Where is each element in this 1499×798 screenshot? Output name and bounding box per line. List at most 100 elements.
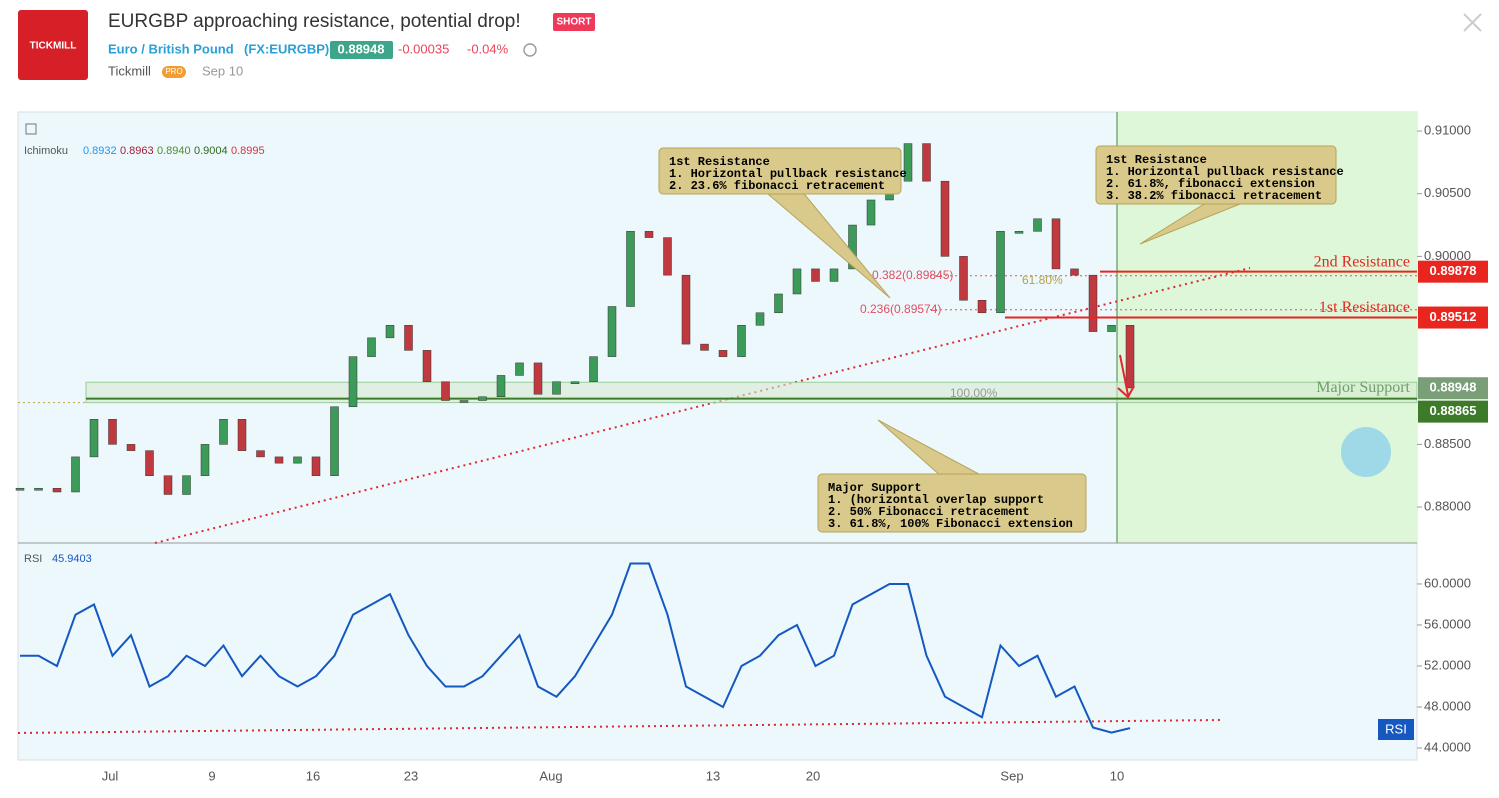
y-tick-label: 0.88500 (1424, 436, 1471, 451)
candle (52, 487, 62, 493)
x-tick-label: 20 (806, 768, 820, 783)
candle (145, 450, 154, 476)
fib-ext-label: 61.80% (1022, 273, 1063, 287)
y-tick-label: 0.90500 (1424, 185, 1471, 200)
candle (922, 143, 931, 182)
candle (515, 362, 524, 376)
x-tick-label: 9 (208, 768, 215, 783)
rsi-tick-label: 52.0000 (1424, 657, 1471, 672)
callout-title: 1st Resistance (1106, 153, 1207, 167)
collapse-button[interactable] (25, 123, 37, 135)
callout-line: 3. 61.8%, 100% Fibonacci extension (828, 517, 1073, 531)
candle (1107, 325, 1116, 332)
candle (34, 487, 43, 491)
candle (1088, 274, 1098, 332)
x-tick-label: 23 (404, 768, 418, 783)
rsi-trend-line (17, 719, 1221, 734)
fib-label: 0.236(0.89574) (860, 302, 941, 316)
rsi-tick-label: 56.0000 (1424, 616, 1471, 631)
price-badge (330, 41, 393, 59)
level-name: Major Support (1316, 379, 1410, 396)
candle (182, 475, 191, 495)
callout-line: 2. 50% Fibonacci retracement (828, 505, 1030, 519)
idea-title: EURGBP approaching resistance, potential… (108, 11, 521, 32)
candle (533, 362, 543, 395)
candle (459, 400, 469, 403)
indicator-value: 0.8940 (157, 145, 191, 157)
x-tick-label: 16 (306, 768, 320, 783)
candle (496, 375, 506, 397)
candle (478, 396, 487, 401)
logo (18, 10, 88, 80)
rsi-tick-label: 44.0000 (1424, 739, 1471, 754)
candle (15, 487, 25, 491)
callout-line: 1. Horizontal pullback resistance (669, 167, 907, 181)
candle (126, 444, 136, 451)
candle (200, 444, 210, 476)
candle (441, 381, 450, 401)
indicator-value: 0.8995 (231, 145, 265, 157)
candle (1125, 325, 1135, 389)
candle (866, 199, 876, 226)
author[interactable]: Tickmill (108, 63, 151, 78)
rsi-tag-text: RSI (1385, 721, 1407, 736)
indicator-value: 0.8963 (120, 145, 154, 157)
level-value: 0.89512 (1430, 309, 1477, 324)
x-tick-label: Sep (1000, 768, 1023, 783)
candle (570, 381, 580, 384)
candle (348, 356, 358, 408)
rsi-tag (1378, 719, 1414, 740)
candle (940, 180, 950, 257)
candle (256, 450, 265, 458)
candle (589, 356, 598, 382)
candle (274, 456, 284, 464)
candle (404, 325, 413, 351)
candle (1014, 231, 1024, 234)
close-button[interactable] (1463, 13, 1482, 32)
rsi-name: RSI (24, 553, 42, 565)
level-value: 0.89878 (1430, 263, 1477, 278)
candle (811, 268, 820, 282)
symbol-name[interactable]: Euro / British Pound (108, 41, 234, 56)
candle (774, 293, 783, 314)
support-value: 0.88865 (1430, 403, 1477, 418)
candle (1033, 218, 1042, 232)
candle (626, 231, 635, 307)
y-tick-label: 0.91000 (1424, 122, 1471, 137)
candle (755, 312, 765, 326)
candle (71, 456, 80, 493)
support-zone (85, 381, 1418, 404)
candle (163, 475, 173, 495)
x-tick-label: 13 (706, 768, 720, 783)
candle (108, 419, 117, 445)
callout-tail (1139, 203, 1241, 245)
alert-icon[interactable] (523, 43, 537, 57)
callout-line: 2. 23.6% fibonacci retracement (669, 179, 885, 193)
level-tag (1418, 260, 1488, 283)
callout-line: 1. Horizontal pullback resistance (1106, 165, 1344, 179)
rsi-line (20, 562, 1131, 734)
y-tick-label: 0.88000 (1424, 498, 1471, 513)
change-pct: -0.04% (467, 41, 509, 56)
candle (737, 325, 746, 357)
candle (700, 343, 709, 351)
logo-text: TICKMILL (30, 41, 77, 52)
level-name: 2nd Resistance (1314, 253, 1410, 270)
candle (681, 274, 691, 345)
symbol-code[interactable]: (FX:EURGBP) (244, 41, 329, 56)
callout-tail (767, 193, 891, 299)
candle (385, 325, 395, 339)
callout (1095, 145, 1337, 205)
x-tick-label: Aug (539, 768, 562, 783)
candle (1051, 218, 1061, 270)
price: 0.88948 (338, 41, 385, 56)
callout-line: 3. 38.2% fibonacci retracement (1106, 189, 1322, 203)
support-tag (1418, 400, 1488, 423)
y-tick-label: 0.90000 (1424, 248, 1471, 263)
candle (422, 350, 432, 382)
candle (644, 231, 654, 238)
bubble (1341, 427, 1391, 477)
level-value: 0.88948 (1430, 380, 1477, 395)
